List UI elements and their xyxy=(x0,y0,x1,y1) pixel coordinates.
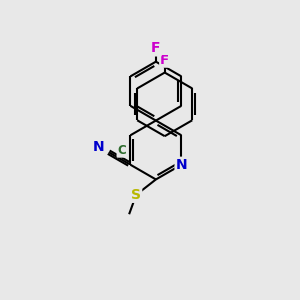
Text: N: N xyxy=(93,140,105,154)
Text: F: F xyxy=(151,41,160,56)
Text: N: N xyxy=(176,158,187,172)
Text: S: S xyxy=(131,188,141,202)
Text: C: C xyxy=(118,144,126,157)
Text: F: F xyxy=(160,54,169,67)
